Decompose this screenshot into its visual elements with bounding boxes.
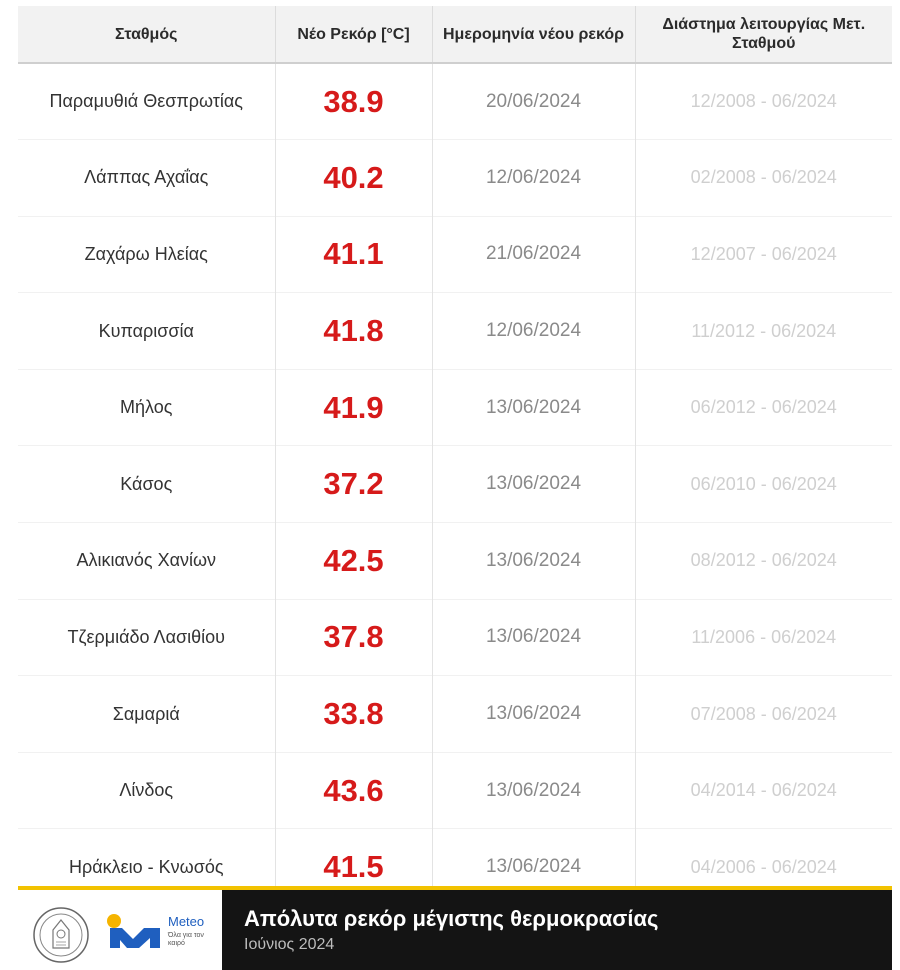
station-name: Κυπαρισσία — [18, 292, 276, 370]
record-date: 12/06/2024 — [432, 139, 636, 217]
operation-period: 07/2008 - 06/2024 — [690, 703, 837, 724]
header-row: Σταθμός Νέο Ρεκόρ [°C] Ημερομηνία νέου ρ… — [18, 6, 892, 63]
footer-accent-line — [18, 886, 892, 890]
table-row: Μήλος 41.9 13/06/2024 06/2012 - 06/2024 — [18, 369, 892, 446]
operation-period: 04/2006 - 06/2024 — [690, 856, 837, 877]
operation-period: 11/2006 - 06/2024 — [691, 626, 837, 647]
header-station: Σταθμός — [18, 6, 276, 63]
record-temperature: 37.2 — [275, 445, 433, 523]
station-name: Λίνδος — [18, 752, 276, 829]
meteo-logo-tagline: Όλα για τον καιρό — [168, 932, 204, 947]
table-header: Σταθμός Νέο Ρεκόρ [°C] Ημερομηνία νέου ρ… — [18, 6, 892, 63]
operation-period: 04/2014 - 06/2024 — [690, 780, 837, 801]
table-row: Κάσος 37.2 13/06/2024 06/2010 - 06/2024 — [18, 445, 892, 523]
record-temperature: 41.1 — [275, 216, 433, 293]
header-operation-period: Διάστημα λειτουργίας Μετ. Σταθμού — [635, 6, 892, 63]
record-date: 20/06/2024 — [432, 63, 636, 140]
record-temperature: 38.9 — [275, 63, 433, 140]
station-name: Παραμυθιά Θεσπρωτίας — [18, 63, 276, 140]
operation-period: 12/2008 - 06/2024 — [690, 91, 837, 112]
station-name: Λάππας Αχαΐας — [18, 139, 276, 217]
meteo-logo-name: Meteo — [168, 914, 205, 929]
record-date: 12/06/2024 — [432, 292, 636, 370]
operation-period: 12/2007 - 06/2024 — [690, 243, 837, 264]
station-name: Σαμαριά — [18, 675, 276, 753]
operation-period: 06/2010 - 06/2024 — [690, 473, 837, 494]
meteo-logo-icon — [107, 914, 160, 948]
station-name: Ζαχάρω Ηλείας — [18, 216, 276, 293]
record-date: 13/06/2024 — [432, 522, 636, 600]
station-name: Κάσος — [18, 445, 276, 523]
record-date: 13/06/2024 — [432, 675, 636, 753]
table-row: Σαμαριά 33.8 13/06/2024 07/2008 - 06/202… — [18, 675, 892, 753]
record-temperature: 43.6 — [275, 752, 433, 829]
record-temperature: 40.2 — [275, 139, 433, 217]
footer-subtitle: Ιούνιος 2024 — [244, 936, 335, 953]
station-name: Αλικιανός Χανίων — [18, 522, 276, 600]
footer-banner: Meteo Όλα για τον καιρό Απόλυτα ρεκόρ μέ… — [18, 886, 892, 970]
record-date: 13/06/2024 — [432, 369, 636, 446]
operation-period: 11/2012 - 06/2024 — [691, 320, 837, 341]
record-date: 13/06/2024 — [432, 752, 636, 829]
footer-title-band: Απόλυτα ρεκόρ μέγιστης θερμοκρασίας Ιούν… — [222, 890, 892, 970]
operation-period: 08/2012 - 06/2024 — [690, 550, 837, 571]
table-row: Παραμυθιά Θεσπρωτίας 38.9 20/06/2024 12/… — [18, 63, 892, 140]
station-name: Τζερμιάδο Λασιθίου — [18, 599, 276, 676]
records-table: Σταθμός Νέο Ρεκόρ [°C] Ημερομηνία νέου ρ… — [18, 6, 892, 906]
records-table-container: Σταθμός Νέο Ρεκόρ [°C] Ημερομηνία νέου ρ… — [18, 6, 892, 906]
footer-title: Απόλυτα ρεκόρ μέγιστης θερμοκρασίας — [244, 906, 659, 931]
table-row: Ζαχάρω Ηλείας 41.1 21/06/2024 12/2007 - … — [18, 216, 892, 293]
table-row: Λίνδος 43.6 13/06/2024 04/2014 - 06/2024 — [18, 752, 892, 829]
station-name: Μήλος — [18, 369, 276, 446]
record-temperature: 41.8 — [275, 292, 433, 370]
table-row: Λάππας Αχαΐας 40.2 12/06/2024 02/2008 - … — [18, 139, 892, 217]
meteo-logo: Meteo Όλα για τον καιρό — [104, 912, 214, 958]
record-temperature: 33.8 — [275, 675, 433, 753]
footer-logos: Meteo Όλα για τον καιρό — [18, 890, 222, 970]
header-new-record: Νέο Ρεκόρ [°C] — [275, 6, 433, 63]
table-row: Τζερμιάδο Λασιθίου 37.8 13/06/2024 11/20… — [18, 599, 892, 676]
record-temperature: 37.8 — [275, 599, 433, 676]
record-date: 13/06/2024 — [432, 599, 636, 676]
record-date: 13/06/2024 — [432, 445, 636, 523]
table-row: Αλικιανός Χανίων 42.5 13/06/2024 08/2012… — [18, 522, 892, 600]
record-temperature: 42.5 — [275, 522, 433, 600]
table-row: Κυπαρισσία 41.8 12/06/2024 11/2012 - 06/… — [18, 292, 892, 370]
header-record-date: Ημερομηνία νέου ρεκόρ — [432, 6, 636, 63]
operation-period: 06/2012 - 06/2024 — [690, 397, 837, 418]
record-date: 21/06/2024 — [432, 216, 636, 293]
operation-period: 02/2008 - 06/2024 — [690, 167, 837, 188]
observatory-seal-icon — [33, 907, 89, 963]
table-body: Παραμυθιά Θεσπρωτίας 38.9 20/06/2024 12/… — [18, 63, 892, 906]
record-temperature: 41.9 — [275, 369, 433, 446]
